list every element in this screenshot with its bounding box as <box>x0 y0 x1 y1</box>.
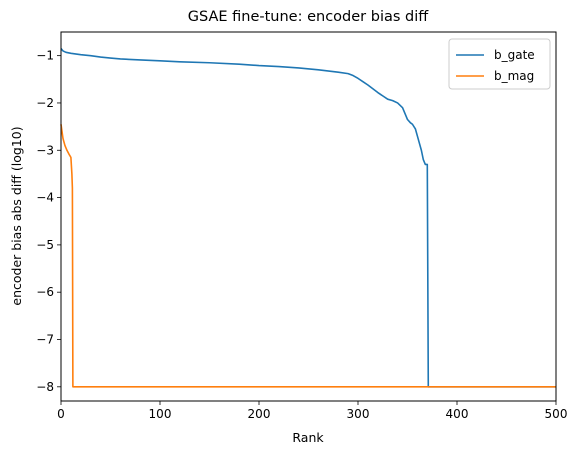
x-tick-label: 0 <box>57 407 65 421</box>
y-tick-label: −8 <box>36 380 54 394</box>
x-tick-label: 400 <box>446 407 469 421</box>
legend: b_gate b_mag <box>448 38 551 90</box>
y-tick-label: −1 <box>36 49 54 63</box>
x-tick-label: 500 <box>545 407 568 421</box>
y-tick-label: −3 <box>36 143 54 157</box>
x-axis-ticks: 0 100 200 300 400 500 <box>57 401 567 421</box>
y-tick-label: −2 <box>36 96 54 110</box>
plot-frame <box>60 31 557 402</box>
y-tick-label: −5 <box>36 238 54 252</box>
x-axis-label: Rank <box>292 430 324 445</box>
chart-title: GSAE fine-tune: encoder bias diff <box>188 9 430 25</box>
y-axis-ticks: −1 −2 −3 −4 −5 −6 −7 −8 <box>36 49 61 394</box>
legend-label-b-mag: b_mag <box>494 69 534 83</box>
x-tick-label: 200 <box>248 407 271 421</box>
y-tick-label: −6 <box>36 285 54 299</box>
legend-label-b-gate: b_gate <box>494 48 535 62</box>
y-tick-label: −7 <box>36 333 54 347</box>
series-line-b-mag <box>60 124 556 388</box>
plot-lines <box>60 48 556 388</box>
x-tick-label: 100 <box>149 407 172 421</box>
x-tick-label: 300 <box>347 407 370 421</box>
series-line-b-gate <box>60 48 556 388</box>
y-tick-label: −4 <box>36 191 54 205</box>
y-axis-label: encoder bias abs diff (log10) <box>9 126 24 305</box>
